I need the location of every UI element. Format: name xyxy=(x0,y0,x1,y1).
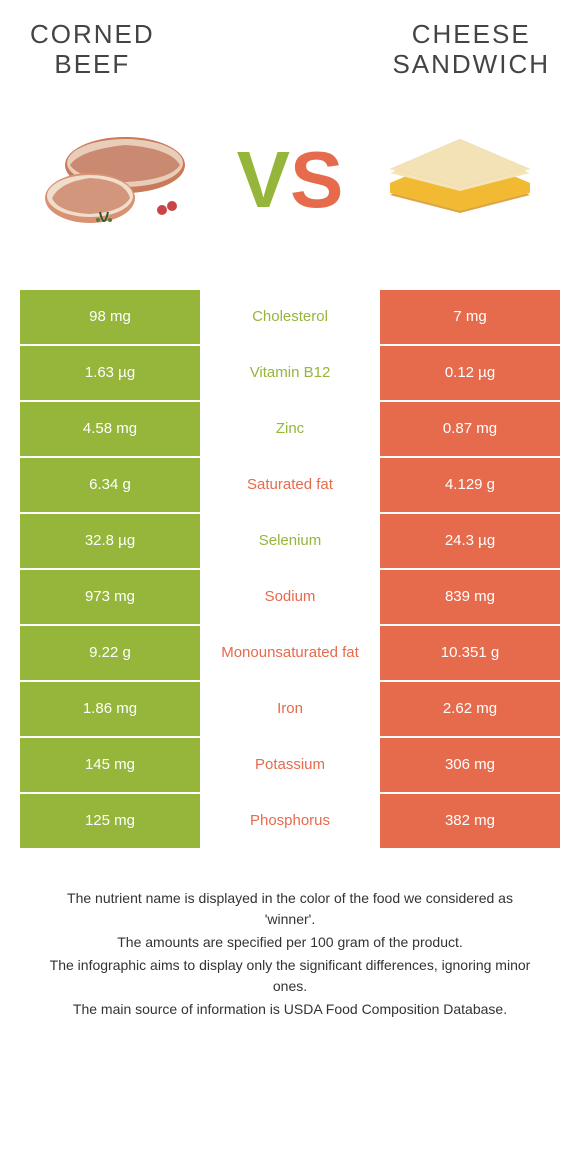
footer-line2: The amounts are specified per 100 gram o… xyxy=(40,932,540,953)
vs-label: VS xyxy=(237,140,344,220)
sandwich-icon xyxy=(380,125,550,235)
nutrient-label: Vitamin B12 xyxy=(200,346,380,400)
corned-beef-image xyxy=(30,120,200,240)
nutrient-label: Sodium xyxy=(200,570,380,624)
value-right: 10.351 g xyxy=(380,626,560,680)
value-right: 306 mg xyxy=(380,738,560,792)
table-row: 9.22 gMonounsaturated fat10.351 g xyxy=(20,626,560,680)
comparison-table: 98 mgCholesterol7 mg1.63 µgVitamin B120.… xyxy=(20,290,560,848)
table-row: 1.63 µgVitamin B120.12 µg xyxy=(20,346,560,400)
title-left-line2: BEEF xyxy=(30,50,155,80)
beef-icon xyxy=(30,120,200,240)
value-right: 24.3 µg xyxy=(380,514,560,568)
value-right: 0.87 mg xyxy=(380,402,560,456)
footer-line3: The infographic aims to display only the… xyxy=(40,955,540,997)
value-left: 1.63 µg xyxy=(20,346,200,400)
footer-line1: The nutrient name is displayed in the co… xyxy=(40,888,540,930)
value-right: 382 mg xyxy=(380,794,560,848)
nutrient-label: Cholesterol xyxy=(200,290,380,344)
title-right-line1: CHEESE xyxy=(392,20,550,50)
table-row: 32.8 µgSelenium24.3 µg xyxy=(20,514,560,568)
table-row: 98 mgCholesterol7 mg xyxy=(20,290,560,344)
value-right: 839 mg xyxy=(380,570,560,624)
value-left: 32.8 µg xyxy=(20,514,200,568)
value-left: 98 mg xyxy=(20,290,200,344)
header: CORNED BEEF CHEESE SANDWICH xyxy=(0,0,580,90)
table-row: 973 mgSodium839 mg xyxy=(20,570,560,624)
footer-notes: The nutrient name is displayed in the co… xyxy=(0,888,580,1020)
value-right: 2.62 mg xyxy=(380,682,560,736)
nutrient-label: Saturated fat xyxy=(200,458,380,512)
value-left: 973 mg xyxy=(20,570,200,624)
value-left: 9.22 g xyxy=(20,626,200,680)
table-row: 1.86 mgIron2.62 mg xyxy=(20,682,560,736)
value-right: 4.129 g xyxy=(380,458,560,512)
value-left: 6.34 g xyxy=(20,458,200,512)
table-row: 125 mgPhosphorus382 mg xyxy=(20,794,560,848)
nutrient-label: Monounsaturated fat xyxy=(200,626,380,680)
footer-line4: The main source of information is USDA F… xyxy=(40,999,540,1020)
nutrient-label: Zinc xyxy=(200,402,380,456)
nutrient-label: Potassium xyxy=(200,738,380,792)
value-right: 7 mg xyxy=(380,290,560,344)
cheese-sandwich-image xyxy=(380,120,550,240)
value-right: 0.12 µg xyxy=(380,346,560,400)
vs-s: S xyxy=(290,140,343,220)
table-row: 145 mgPotassium306 mg xyxy=(20,738,560,792)
title-right: CHEESE SANDWICH xyxy=(392,20,550,80)
table-row: 4.58 mgZinc0.87 mg xyxy=(20,402,560,456)
value-left: 125 mg xyxy=(20,794,200,848)
vs-row: VS xyxy=(0,90,580,290)
value-left: 145 mg xyxy=(20,738,200,792)
title-right-line2: SANDWICH xyxy=(392,50,550,80)
nutrient-label: Selenium xyxy=(200,514,380,568)
value-left: 4.58 mg xyxy=(20,402,200,456)
value-left: 1.86 mg xyxy=(20,682,200,736)
vs-v: V xyxy=(237,140,290,220)
table-row: 6.34 gSaturated fat4.129 g xyxy=(20,458,560,512)
title-left: CORNED BEEF xyxy=(30,20,155,80)
nutrient-label: Phosphorus xyxy=(200,794,380,848)
nutrient-label: Iron xyxy=(200,682,380,736)
title-left-line1: CORNED xyxy=(30,20,155,50)
